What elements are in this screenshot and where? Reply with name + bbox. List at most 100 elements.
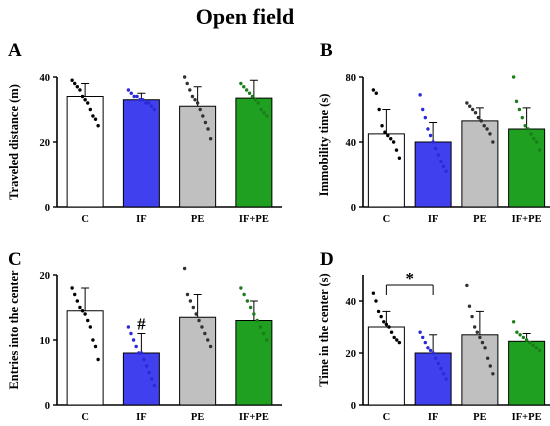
data-point [83,98,87,102]
data-point [185,81,189,86]
data-point [182,266,187,271]
data-point [73,292,77,297]
y-tick-label: 0 [45,203,50,214]
data-point [252,312,256,316]
data-point [247,91,252,95]
data-point [93,344,98,349]
data-point [439,159,443,164]
data-point [488,132,492,136]
data-point [526,127,530,131]
data-point [535,140,539,144]
category-label: C [383,214,391,225]
data-point [146,101,151,105]
data-point [188,88,192,92]
y-tick-label: 40 [346,297,357,308]
data-point [137,351,141,355]
data-point [426,346,430,350]
data-point [191,305,195,310]
data-point [131,338,136,342]
data-point [152,383,157,388]
data-point [248,305,253,310]
y-tick-label: 20 [346,349,357,360]
category-label: IF [428,412,439,423]
data-point [190,94,195,99]
data-point [75,299,80,303]
data-point [531,343,535,347]
data-point [245,299,250,303]
data-point [73,81,77,86]
data-point [135,94,139,99]
y-axis-title: Entries into the center [7,270,21,390]
data-point [78,88,82,92]
data-point [426,127,430,131]
data-point [132,94,136,99]
data-point [152,107,157,112]
y-axis-title: Immobility time (s) [317,94,331,197]
bar [367,133,405,208]
figure-title: Open field [196,4,294,29]
y-tick-label: 40 [346,138,357,149]
y-axis-title: Traveled distance (m) [7,84,21,200]
data-point [418,93,422,97]
data-point [265,114,269,118]
data-point [206,338,210,342]
data-point [239,81,243,86]
data-point [517,107,522,112]
data-point [478,335,482,340]
data-point [239,286,243,290]
data-point [197,318,201,323]
data-point [392,335,396,340]
data-point [470,107,475,112]
data-point [149,104,154,108]
data-point [182,75,187,79]
data-point [537,148,542,152]
data-point [436,361,441,366]
data-point [389,330,394,334]
data-point [376,309,381,314]
data-point [88,107,93,112]
data-point [521,335,526,340]
data-point [258,325,263,329]
data-point [431,140,435,144]
data-point [75,85,80,89]
data-point [150,377,154,381]
bar [508,128,546,208]
data-point [394,148,399,152]
data-point [518,333,522,337]
bar [461,120,499,208]
data-point [472,325,477,329]
data-point [80,94,85,99]
data-point [244,88,249,92]
data-point [262,111,266,115]
bar [66,96,104,208]
panel-letter: C [8,249,22,270]
data-point [188,299,193,303]
data-point [436,153,441,157]
data-point [256,101,260,105]
data-point [470,314,474,319]
data-point [475,330,479,334]
data-point [380,124,384,128]
category-label: IF [428,214,439,225]
bar [122,352,160,406]
data-point [126,88,131,92]
data-point [88,325,93,329]
data-point [441,164,446,169]
data-point [242,292,246,297]
data-point [515,330,519,334]
category-label: IF+PE [512,412,542,423]
data-point [96,357,100,362]
data-point [488,364,492,368]
data-point [537,348,542,353]
data-point [96,124,100,128]
data-point [374,299,378,303]
data-point [250,94,255,99]
data-point [377,107,381,112]
data-point [206,127,210,131]
data-point [203,331,207,336]
data-point [387,325,391,329]
significance-star: * [406,269,415,288]
data-point [80,309,85,313]
data-point [379,314,383,319]
data-point [482,124,486,128]
